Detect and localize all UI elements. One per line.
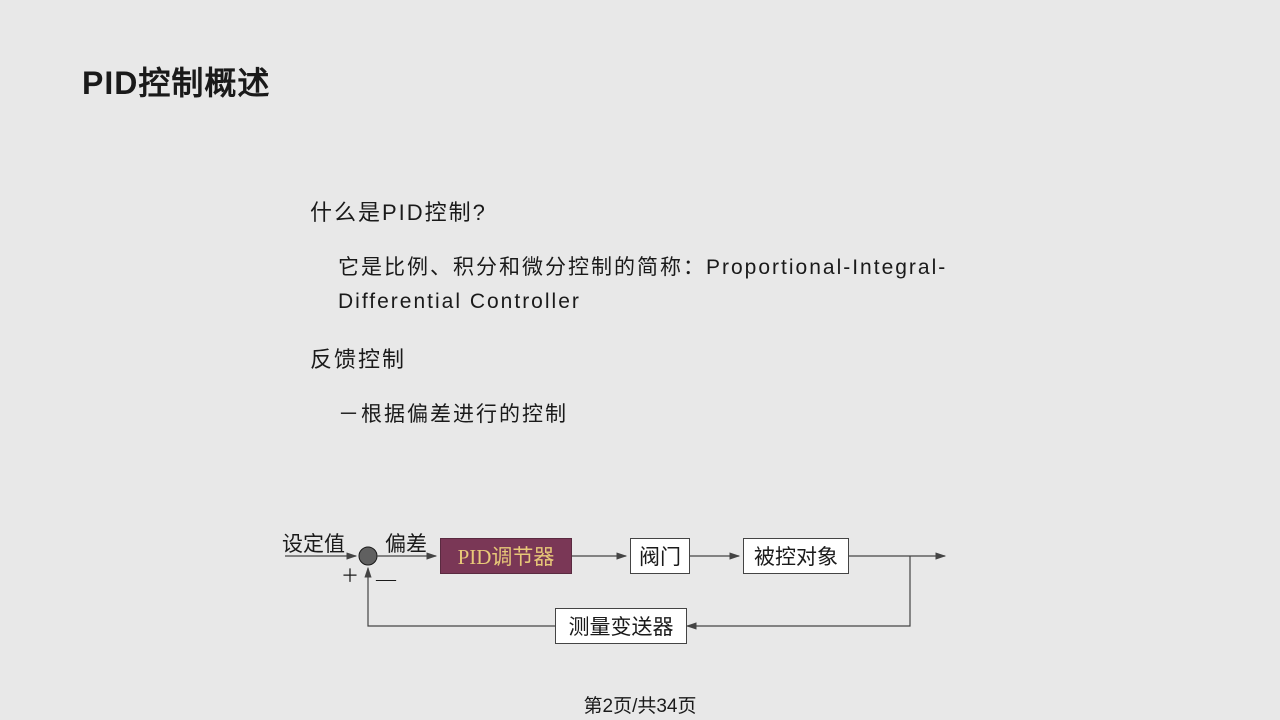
- block-diagram: 设定值 偏差 ＋ — PID调节器 阀门 被控对象 测量变送器: [280, 530, 980, 680]
- node-sensor: 测量变送器: [555, 608, 687, 644]
- node-plant: 被控对象: [743, 538, 849, 574]
- node-valve: 阀门: [630, 538, 690, 574]
- answer-1: 它是比例、积分和微分控制的简称：Proportional-Integral-Di…: [338, 251, 950, 318]
- label-error: 偏差: [385, 528, 427, 558]
- answer-2: －根据偏差进行的控制: [338, 398, 950, 428]
- question-2: 反馈控制: [310, 342, 950, 374]
- content-block: 什么是PID控制? 它是比例、积分和微分控制的简称：Proportional-I…: [310, 195, 950, 428]
- page-title: PID控制概述: [82, 58, 270, 104]
- label-plus: ＋: [341, 562, 359, 588]
- question-1: 什么是PID控制?: [310, 195, 950, 227]
- node-pid: PID调节器: [440, 538, 572, 574]
- label-setpoint: 设定值: [282, 528, 345, 558]
- label-minus: —: [376, 568, 396, 591]
- summing-junction: [359, 547, 377, 565]
- page-number: 第2页/共34页: [0, 691, 1280, 718]
